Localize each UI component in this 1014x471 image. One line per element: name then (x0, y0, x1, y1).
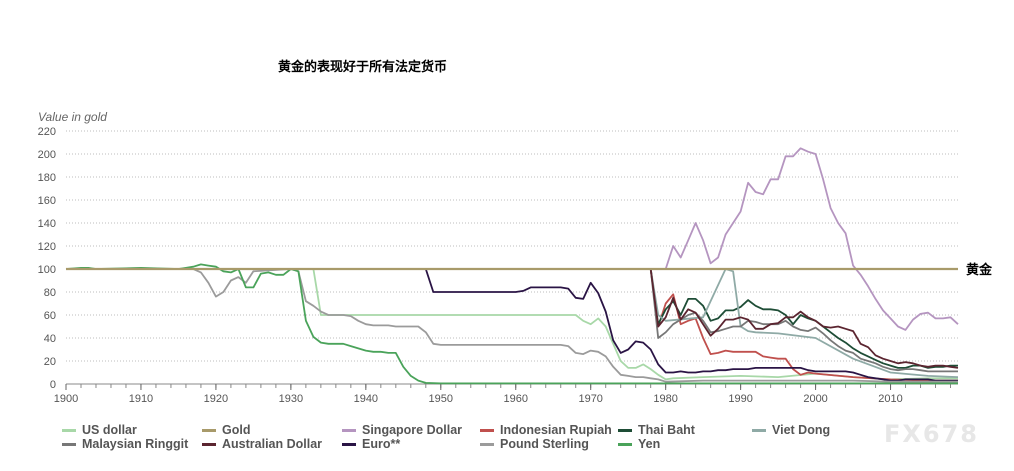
legend-item-malaysian-ringgit: Malaysian Ringgit (62, 437, 188, 451)
series-line-pound-sterling (66, 268, 958, 383)
legend-item-euro: Euro** (342, 437, 400, 451)
legend-label: Gold (222, 423, 251, 437)
legend-label: Pound Sterling (500, 437, 589, 451)
legend-item-thai-baht: Thai Baht (618, 423, 695, 437)
legend-label: US dollar (82, 423, 137, 437)
y-tick-label: 120 (38, 241, 56, 253)
y-tick-label: 20 (44, 356, 56, 368)
x-tick-label: 1960 (504, 393, 528, 405)
gold-annotation: 黄金 (966, 262, 993, 277)
y-tick-label: 40 (44, 333, 56, 345)
legend-item-indonesian-rupiah: Indonesian Rupiah (480, 423, 612, 437)
x-tick-label: 1980 (653, 393, 677, 405)
y-tick-label: 100 (38, 264, 56, 276)
series-line-thai-baht (649, 268, 958, 369)
x-tick-label: 1900 (54, 393, 78, 405)
chart-title: 黄金的表现好于所有法定货币 (278, 59, 448, 74)
x-tick-label: 2000 (803, 393, 827, 405)
x-tick-label: 1970 (578, 393, 602, 405)
legend-swatch (342, 429, 356, 433)
legend-label: Euro** (362, 437, 401, 451)
legend-item-pound-sterling: Pound Sterling (480, 437, 589, 451)
series-line-yen (65, 263, 958, 385)
legend-item-viet-dong: Viet Dong (752, 423, 830, 437)
legend-label: Malaysian Ringgit (82, 437, 189, 451)
y-tick-label: 60 (44, 310, 56, 322)
legend-item-yen: Yen (618, 437, 660, 451)
x-tick-label: 2010 (878, 393, 902, 405)
series-line-euro (418, 268, 958, 382)
legend-swatch (618, 429, 632, 433)
y-tick-label: 140 (38, 218, 56, 230)
y-tick-label: 200 (38, 149, 56, 161)
legend-item-singapore-dollar: Singapore Dollar (342, 423, 462, 437)
x-tick-label: 1940 (354, 393, 378, 405)
legend-label: Singapore Dollar (362, 423, 463, 437)
legend-label: Viet Dong (772, 423, 831, 437)
y-tick-label: 80 (44, 287, 56, 299)
legend-item-australian-dollar: Australian Dollar (202, 437, 322, 451)
y-tick-label: 0 (50, 379, 56, 391)
legend-swatch (202, 443, 216, 447)
y-tick-label: 160 (38, 195, 56, 207)
legend-swatch (62, 443, 76, 447)
series-line-malaysian-ringgit (649, 268, 958, 373)
legend-swatch (202, 429, 216, 433)
legend-swatch (342, 443, 356, 447)
x-tick-label: 1990 (728, 393, 752, 405)
series-line-viet-dong (649, 268, 959, 378)
legend-item-gold: Gold (202, 423, 250, 437)
legend-swatch (480, 429, 494, 433)
series-line-australian-dollar (649, 268, 959, 369)
legend-label: Yen (638, 437, 661, 451)
legend-swatch (752, 429, 766, 433)
y-tick-label: 180 (38, 172, 56, 184)
x-tick-label: 1910 (129, 393, 153, 405)
y-tick-label: 220 (38, 126, 56, 138)
x-tick-label: 1920 (204, 393, 228, 405)
series-line-singapore-dollar (664, 147, 959, 331)
x-tick-label: 1950 (429, 393, 453, 405)
y-axis-label: Value in gold (38, 110, 107, 124)
legend-swatch (618, 443, 632, 447)
legend-label: Australian Dollar (222, 437, 323, 451)
x-tick-label: 1930 (279, 393, 303, 405)
series-line-us-dollar (66, 268, 958, 381)
series-line-indonesian-rupiah (649, 268, 958, 382)
legend-item-us-dollar: US dollar (62, 423, 137, 437)
legend-label: Thai Baht (638, 423, 695, 437)
legend-swatch (62, 429, 76, 433)
legend-label: Indonesian Rupiah (500, 423, 612, 437)
legend-swatch (480, 443, 494, 447)
watermark-logo: FX678 (884, 420, 979, 448)
